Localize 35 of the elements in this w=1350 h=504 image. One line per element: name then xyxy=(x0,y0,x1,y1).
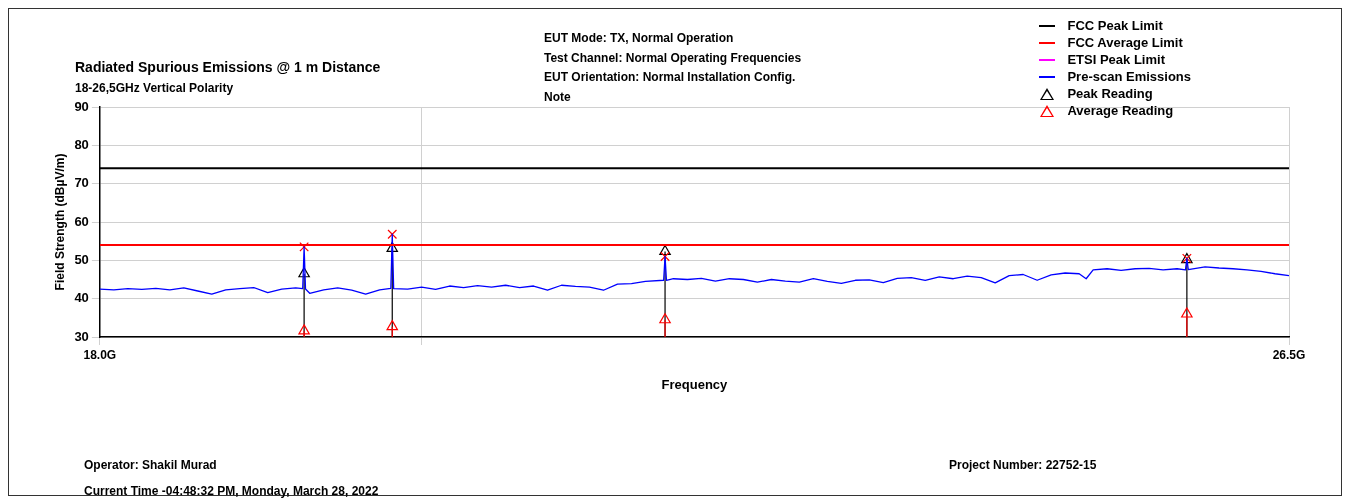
text: Test Channel: Normal Operating Frequencies xyxy=(544,50,802,65)
text: EUT Orientation: Normal Installation Config. xyxy=(544,70,796,84)
x-axis-title: Frequency xyxy=(661,376,729,392)
y-tick-label: 30 xyxy=(74,328,89,344)
chart-subtitle: 18-26,5GHz Vertical Polarity xyxy=(75,81,234,95)
y-tick-label: 60 xyxy=(74,213,89,229)
point xyxy=(659,313,671,324)
point xyxy=(386,241,399,253)
y-tick-label: 40 xyxy=(74,290,89,306)
point xyxy=(387,229,398,240)
x-tick-label: 26.5G xyxy=(1272,347,1306,362)
legend-label: ETSI Peak Limit xyxy=(1067,52,1165,67)
point xyxy=(299,242,309,252)
legend-label: Pre-scan Emissions xyxy=(1067,69,1191,84)
y-tick-label: 80 xyxy=(74,136,89,152)
text: EUT Mode: TX, Normal Operation xyxy=(544,31,734,45)
legend-label: Average Reading xyxy=(1067,103,1174,118)
point xyxy=(1181,307,1193,318)
point xyxy=(660,251,670,262)
y-tick-label: 70 xyxy=(74,175,89,191)
legend-label: FCC Average Limit xyxy=(1067,35,1183,50)
text: Operator: Shakil Murad xyxy=(84,458,217,472)
y-axis-title: Field Strength (dBµV/m) xyxy=(52,153,67,291)
text: Note xyxy=(544,89,571,104)
legend-label: Peak Reading xyxy=(1067,86,1153,101)
point xyxy=(298,267,310,278)
text: Current Time -04:48:32 PM, Monday, March 28, 2022 xyxy=(84,484,379,498)
text: Project Number: 22752-15 xyxy=(949,458,1097,472)
y-tick-label: 90 xyxy=(74,98,89,114)
x-tick-label: 18.0G xyxy=(83,347,117,362)
legend-label: FCC Peak Limit xyxy=(1067,18,1163,33)
point xyxy=(298,324,310,335)
y-tick-label: 50 xyxy=(74,251,89,267)
point xyxy=(386,320,399,331)
chart-title: Radiated Spurious Emissions @ 1 m Distance xyxy=(75,59,381,75)
